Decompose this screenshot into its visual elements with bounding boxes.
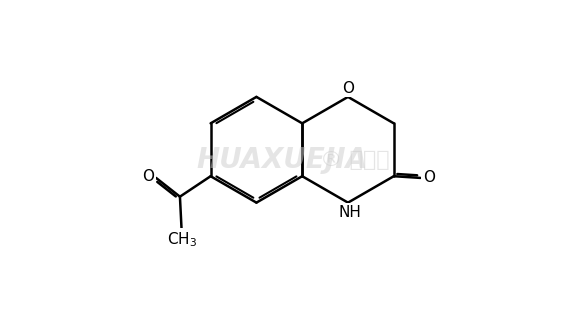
Text: O: O [143,169,155,184]
Text: O: O [342,81,354,96]
Text: CH$_3$: CH$_3$ [166,230,197,249]
Text: O: O [423,171,435,185]
Text: NH: NH [338,205,361,220]
Text: ® 化学加: ® 化学加 [320,150,390,170]
Text: HUAXUEJIA: HUAXUEJIA [196,146,368,174]
